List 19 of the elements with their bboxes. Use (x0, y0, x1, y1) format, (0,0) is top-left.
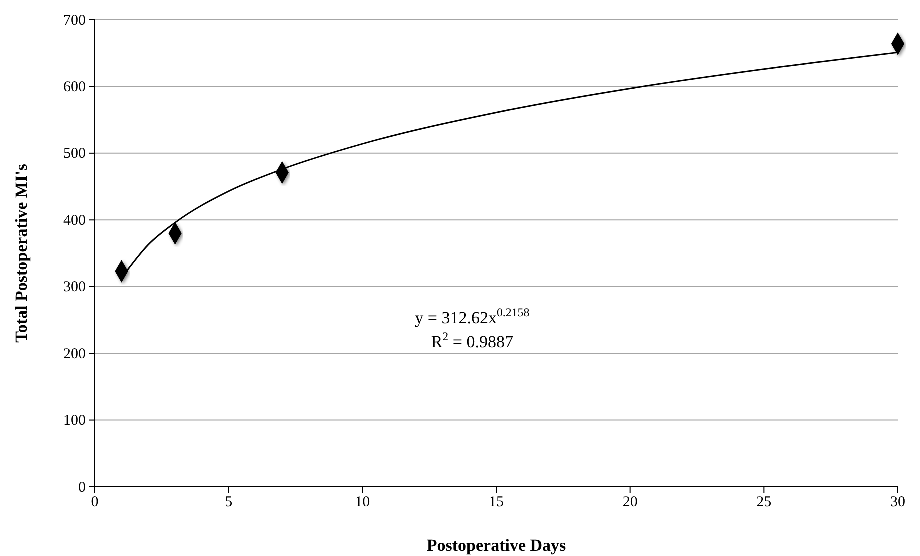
x-tick-label: 20 (622, 494, 638, 511)
y-tick-label: 400 (64, 212, 86, 229)
y-axis-title: Total Postoperative MI's (12, 164, 31, 343)
y-tick-label: 600 (64, 80, 86, 96)
y-tick-label: 700 (64, 12, 86, 29)
x-tick-label: 30 (890, 494, 906, 511)
y-tick-label: 0 (78, 480, 86, 496)
x-tick-label: 15 (489, 494, 504, 511)
y-tick-label: 500 (64, 146, 86, 162)
x-tick-label: 5 (225, 494, 233, 511)
y-tick-label: 200 (64, 346, 86, 362)
x-axis-title: Postoperative Days (426, 536, 567, 555)
y-tick-label: 100 (64, 413, 86, 430)
x-tick-label: 25 (756, 494, 772, 511)
x-tick-label: 0 (91, 494, 99, 511)
x-tick-label: 10 (355, 494, 370, 511)
annotation: y = 312.62x$^{0.2158}$ (415, 306, 530, 328)
annotation: R$^{2}$ = 0.9887 (431, 330, 514, 352)
y-tick-label: 300 (64, 280, 86, 296)
